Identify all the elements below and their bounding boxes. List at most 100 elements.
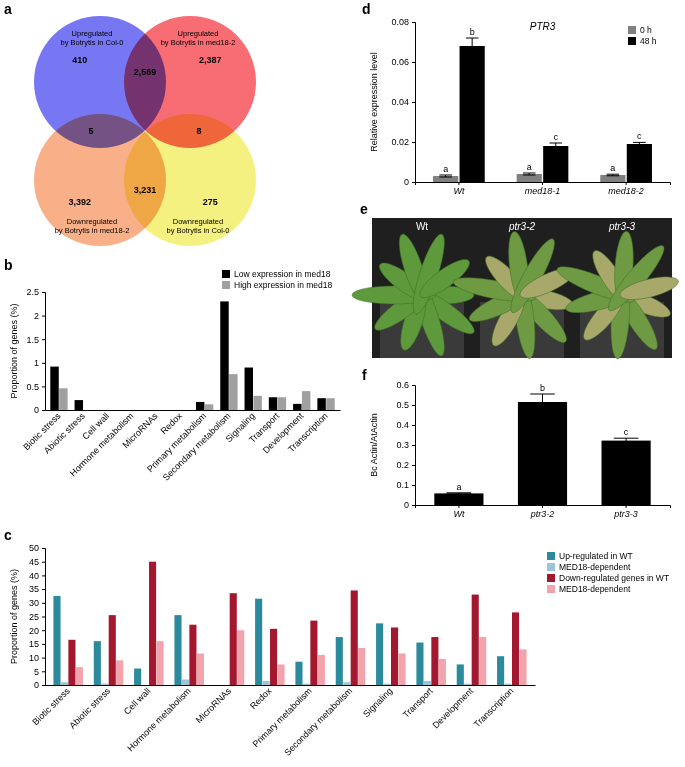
bar: [229, 374, 237, 410]
y-tick: 0.4: [396, 420, 415, 430]
y-tick-mark: [412, 182, 415, 183]
x-tick: Hormone metabolism: [125, 685, 193, 753]
legend: Up-regulated in WTMED18-dependentDown-re…: [547, 551, 669, 594]
x-tick-mark: [626, 182, 627, 185]
y-tick-mark: [42, 363, 45, 364]
y-tick-mark: [412, 22, 415, 23]
bar: [317, 398, 325, 410]
legend-label: MED18-dependent: [559, 562, 631, 572]
x-tick-label: Transport: [401, 685, 435, 719]
y-tick-label: 0.02: [391, 137, 409, 147]
bar: [310, 621, 317, 685]
x-tick-label: Biotic stress: [30, 685, 72, 727]
bar: [416, 643, 423, 685]
y-tick-mark: [412, 485, 415, 486]
x-tick: ptr3-3: [613, 505, 638, 519]
bar: [196, 402, 204, 410]
error-bar: [439, 175, 452, 177]
y-tick: 0.1: [396, 480, 415, 490]
bar: [433, 176, 458, 182]
bar: [215, 685, 222, 686]
bar: [278, 397, 286, 410]
bar: [600, 175, 625, 182]
legend-swatch: [628, 26, 636, 34]
y-tick-mark: [42, 575, 45, 576]
bar: [518, 402, 567, 505]
significance-letter: a: [610, 163, 615, 173]
x-tick-mark: [626, 505, 627, 508]
bar: [75, 400, 83, 410]
bar: [134, 669, 141, 685]
x-tick-label: Redox: [248, 685, 274, 711]
error-cap: [530, 394, 555, 395]
y-tick-mark: [42, 671, 45, 672]
y-axis-title: Proportion of genes (%): [9, 303, 19, 398]
x-tick-label: Development: [261, 410, 306, 455]
x-tick-label: ptr3-3: [613, 509, 638, 519]
bar: [627, 144, 652, 182]
figure: Upregulatedby Botrytis in Col-0Upregulat…: [0, 0, 685, 767]
bar-chart: 05101520253035404550Biotic stressAbiotic…: [9, 543, 669, 757]
legend-swatch: [547, 585, 555, 593]
x-tick: Cell wall: [122, 685, 153, 717]
y-tick-mark: [412, 62, 415, 63]
bar-chart: abc00.10.20.30.40.50.6Wtptr3-2ptr3-3Bc A…: [369, 380, 671, 519]
bar: [343, 682, 350, 685]
y-axis-title: Bc Actin/AtActin: [369, 413, 379, 477]
y-tick-label: 2: [34, 311, 39, 321]
y-tick: 0.02: [391, 137, 415, 147]
plot-area: [53, 562, 526, 685]
error-bar: [614, 438, 639, 443]
bar: [53, 596, 60, 685]
legend-label: Down-regulated genes in WT: [559, 573, 669, 583]
x-tick-label: ptr3-2: [530, 509, 555, 519]
plot-area: [434, 394, 650, 505]
y-tick-mark: [42, 617, 45, 618]
error-bar: [530, 394, 555, 410]
bar: [94, 641, 101, 685]
y-tick: 0: [404, 500, 415, 510]
legend: Low expression in med18High expression i…: [222, 269, 333, 290]
panel-letter: e: [360, 201, 368, 217]
error-stem: [472, 38, 473, 54]
bar: [479, 637, 486, 685]
region-count: 410: [72, 55, 87, 65]
y-tick: 20: [29, 626, 45, 636]
plot-area: [433, 38, 652, 182]
y-axis-line: [42, 293, 46, 411]
x-tick-label: Abiotic stress: [67, 685, 112, 730]
bar: [293, 404, 301, 410]
x-tick-label: med18-2: [608, 186, 644, 196]
y-tick: 0: [404, 177, 415, 187]
bar: [172, 410, 180, 411]
bar: [464, 684, 471, 685]
bar: [61, 682, 68, 685]
bar: [398, 653, 405, 685]
bar: [132, 410, 140, 411]
bar: [277, 664, 284, 685]
legend-swatch: [222, 281, 230, 289]
x-tick: Abiotic stress: [67, 685, 112, 731]
error-cap: [614, 438, 639, 439]
x-axis: Wt ptr3-2 ptr3-3: [416, 505, 671, 519]
y-tick-label: 0: [34, 405, 39, 415]
bar: [59, 388, 67, 410]
x-tick: Wt: [453, 182, 464, 196]
significance-letter: c: [637, 131, 642, 141]
y-tick: 0.3: [396, 440, 415, 450]
bar-chart: aaabcc00.020.040.060.08Wtmed18-1med18-2R…: [369, 17, 671, 196]
bar: [439, 659, 446, 685]
y-tick-mark: [412, 142, 415, 143]
bar-chart: 00.511.522.5Biotic stressAbiotic stressC…: [9, 269, 341, 483]
x-tick: Transcription: [286, 410, 330, 454]
bar: [376, 623, 383, 685]
y-tick: 40: [29, 571, 45, 581]
x-tick-label: Hormone metabolism: [125, 686, 193, 754]
photo: Wtptr3-2ptr3-3: [352, 218, 680, 360]
y-tick-label: 0: [404, 177, 409, 187]
significance-letter: b: [470, 27, 475, 37]
subtitle: PTR3: [530, 21, 556, 32]
y-tick: 30: [29, 598, 45, 608]
bar: [269, 397, 277, 410]
x-tick: Wt: [453, 505, 464, 519]
